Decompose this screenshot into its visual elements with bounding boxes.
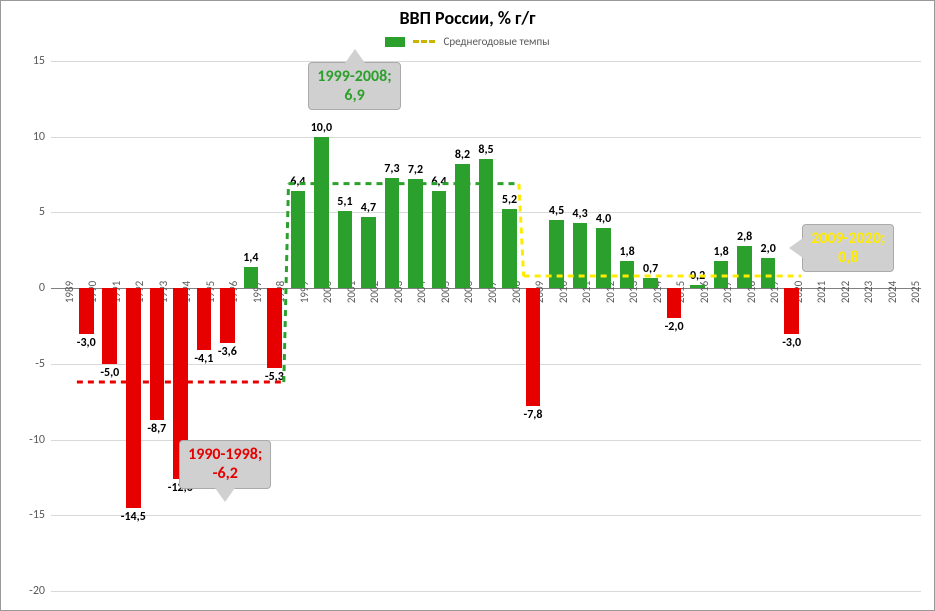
callout-line1: 1990-1998; xyxy=(188,445,262,464)
y-tick-label: -5 xyxy=(35,357,45,371)
avg-lines-layer xyxy=(51,61,921,591)
y-tick-label: -15 xyxy=(29,508,45,522)
callout-line1: 2009-2020; xyxy=(811,229,885,248)
callout-line2: -6,2 xyxy=(188,464,262,483)
y-tick-label: 5 xyxy=(39,205,45,219)
y-tick-label: 15 xyxy=(33,54,45,68)
callout: 1999-2008;6,9 xyxy=(308,62,400,110)
y-tick-label: -10 xyxy=(29,433,45,447)
callout: 2009-2020;0,8 xyxy=(802,224,894,272)
callout-line1: 1999-2008; xyxy=(317,67,391,86)
chart-title: ВВП России, % г/г xyxy=(1,7,934,29)
y-tick-label: 0 xyxy=(39,281,45,295)
y-tick-label: -20 xyxy=(29,584,45,598)
avg-connector xyxy=(519,184,524,276)
chart-container: ВВП России, % г/г Среднегодовые темпы -2… xyxy=(0,0,935,611)
avg-connector xyxy=(284,184,289,382)
plot-area: -20-15-10-505101519891990-3,01991-5,0199… xyxy=(51,61,921,591)
legend-bar-swatch xyxy=(385,37,405,47)
callout-line2: 0,8 xyxy=(811,248,885,267)
callout-line2: 6,9 xyxy=(317,86,391,105)
legend-avg-label: Среднегодовые темпы xyxy=(443,35,549,48)
legend-dash-swatch xyxy=(413,40,435,43)
legend: Среднегодовые темпы xyxy=(1,35,934,48)
y-tick-label: 10 xyxy=(33,130,45,144)
gridline xyxy=(51,591,921,592)
callout: 1990-1998;-6,2 xyxy=(179,440,271,488)
